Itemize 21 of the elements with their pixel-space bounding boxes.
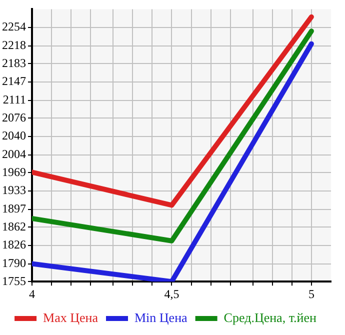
x-tick-label: 4 [29,286,35,301]
y-tick-label: 1826 [2,238,26,252]
y-tick-label: 2076 [2,110,26,124]
y-tick-label: 2111 [2,92,26,106]
y-tick-label: 2218 [2,38,26,52]
y-tick-label: 1897 [2,201,26,216]
y-tick-label: 2040 [2,128,26,143]
y-tick-label: 1933 [2,183,26,198]
y-tick-label: 1790 [2,256,26,270]
x-tick-label: 4,5 [164,286,180,301]
y-tick-label: 1755 [2,274,26,288]
y-tick-label: 2004 [2,146,26,161]
legend-label: Min Цена [134,310,188,325]
legend-label: Сред.Цена, т.йен [224,310,317,325]
y-tick-label: 2147 [2,74,26,88]
y-tick-label: 1969 [2,164,26,179]
legend-label: Max Цена [43,310,98,325]
x-tick-label: 5 [308,286,314,301]
y-tick-label: 1862 [2,219,26,234]
y-tick-label: 2183 [2,56,26,70]
y-tick-label: 2254 [2,20,26,34]
